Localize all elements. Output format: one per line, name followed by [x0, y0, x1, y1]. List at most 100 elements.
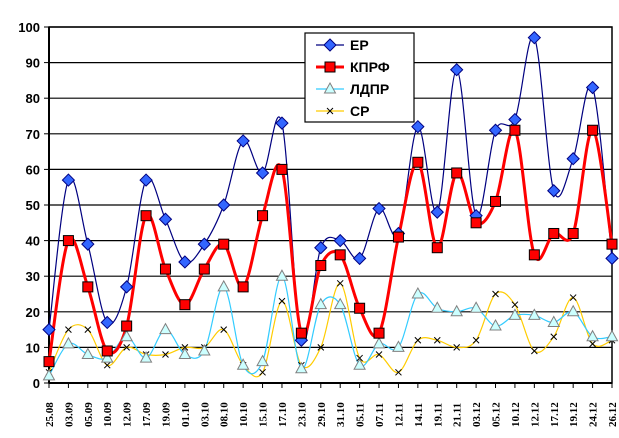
data-point-3	[84, 326, 92, 333]
x-mark-stroke	[395, 368, 402, 376]
data-point-1	[257, 210, 269, 222]
data-point-0	[352, 251, 367, 266]
data-point-1	[528, 249, 540, 261]
legend-marker-square-icon	[324, 61, 336, 73]
x-tick-label: 03.10	[199, 402, 211, 427]
legend-box	[304, 32, 415, 123]
data-point-0	[197, 237, 212, 251]
y-axis: 0 10 20 30 40 50 60 70 80 90 100	[18, 20, 50, 391]
data-point-3	[472, 336, 480, 344]
data-point-1	[431, 242, 443, 254]
x-mark-stroke	[326, 107, 334, 115]
data-point-2	[275, 269, 289, 281]
x-mark-stroke	[317, 344, 325, 351]
data-point-2	[217, 279, 231, 292]
x-tick-label: 10.10	[238, 402, 250, 427]
data-point-0	[372, 201, 386, 216]
data-point-3	[103, 361, 111, 369]
data-point-1	[295, 327, 307, 339]
series-markers	[42, 30, 619, 381]
data-point-3	[317, 344, 325, 351]
data-point-1	[43, 356, 55, 368]
x-mark-stroke	[84, 326, 92, 333]
data-point-1	[451, 167, 463, 179]
x-mark-stroke	[550, 333, 558, 341]
x-tick-label: 03.09	[63, 402, 75, 427]
y-tick-label: 60	[26, 162, 40, 177]
y-tick-label: 20	[26, 305, 40, 320]
y-tick-label: 40	[26, 234, 40, 249]
data-point-0	[333, 233, 347, 248]
data-point-1	[606, 238, 618, 250]
data-point-0	[236, 134, 250, 148]
x-tick-label: 01.10	[180, 402, 192, 427]
data-point-0	[217, 198, 231, 212]
x-mark-stroke	[530, 347, 538, 355]
data-point-0	[314, 241, 328, 255]
data-point-1	[101, 345, 113, 357]
x-tick-label: 29.10	[316, 402, 328, 427]
legend-label: СР	[350, 103, 369, 119]
data-point-2	[411, 286, 425, 299]
data-point-0	[42, 322, 56, 337]
data-point-2	[605, 329, 619, 342]
data-point-3	[511, 301, 519, 309]
data-point-2	[256, 354, 269, 367]
x-tick-label: 17.09	[141, 402, 153, 427]
data-point-1	[567, 227, 579, 239]
data-point-3	[259, 368, 266, 376]
x-tick-label: 05.11	[355, 403, 367, 427]
x-tick-label: 17.10	[277, 402, 289, 427]
data-point-1	[490, 195, 502, 207]
data-point-0	[605, 251, 619, 266]
x-axis: 25.08 03.09 05.09 10.09 12.09 17.09 19.09 01.10…	[44, 382, 619, 427]
x-tick-label: 26.12	[607, 402, 619, 427]
data-point-2	[430, 301, 444, 313]
data-point-1	[470, 217, 482, 229]
x-mark-stroke	[453, 344, 461, 351]
data-point-2	[450, 304, 464, 317]
data-point-1	[509, 124, 521, 136]
data-point-3	[550, 333, 558, 341]
data-point-3	[569, 294, 577, 301]
data-point-0	[411, 119, 425, 134]
x-tick-label: 19.09	[160, 402, 172, 427]
x-mark-stroke	[511, 301, 519, 309]
x-mark-stroke	[336, 279, 344, 287]
data-point-3	[356, 354, 363, 362]
legend-label: ЕР	[350, 37, 369, 53]
x-mark-stroke	[589, 340, 596, 348]
x-mark-stroke	[259, 368, 266, 376]
data-point-1	[334, 249, 346, 261]
data-point-2	[353, 358, 366, 370]
data-point-2	[314, 297, 328, 310]
data-point-1	[354, 302, 366, 314]
data-point-0	[488, 123, 503, 137]
x-mark-stroke	[356, 354, 363, 362]
data-point-2	[42, 368, 56, 381]
data-point-1	[392, 231, 404, 243]
legend-marker-diamond-icon	[323, 38, 337, 52]
x-tick-label: 15.10	[258, 402, 270, 427]
data-point-1	[82, 281, 94, 293]
x-tick-label: 17.12	[549, 402, 561, 427]
legend-label: ЛДПР	[350, 81, 389, 97]
data-point-0	[178, 255, 192, 269]
x-mark-stroke	[278, 297, 286, 305]
data-point-2	[100, 351, 114, 363]
x-tick-label: 10.09	[102, 402, 114, 427]
legend-label: КПРФ	[350, 59, 390, 75]
data-point-3	[414, 336, 422, 344]
x-mark-stroke	[220, 326, 228, 333]
x-tick-label: 19.11	[432, 403, 444, 427]
data-point-3	[433, 336, 441, 344]
y-tick-label: 50	[26, 198, 40, 213]
data-point-3	[181, 344, 189, 351]
data-point-1	[159, 263, 171, 275]
data-point-1	[237, 281, 249, 293]
y-tick-label: 80	[26, 91, 40, 106]
x-tick-label: 05.09	[83, 402, 95, 427]
data-point-3	[530, 347, 538, 355]
